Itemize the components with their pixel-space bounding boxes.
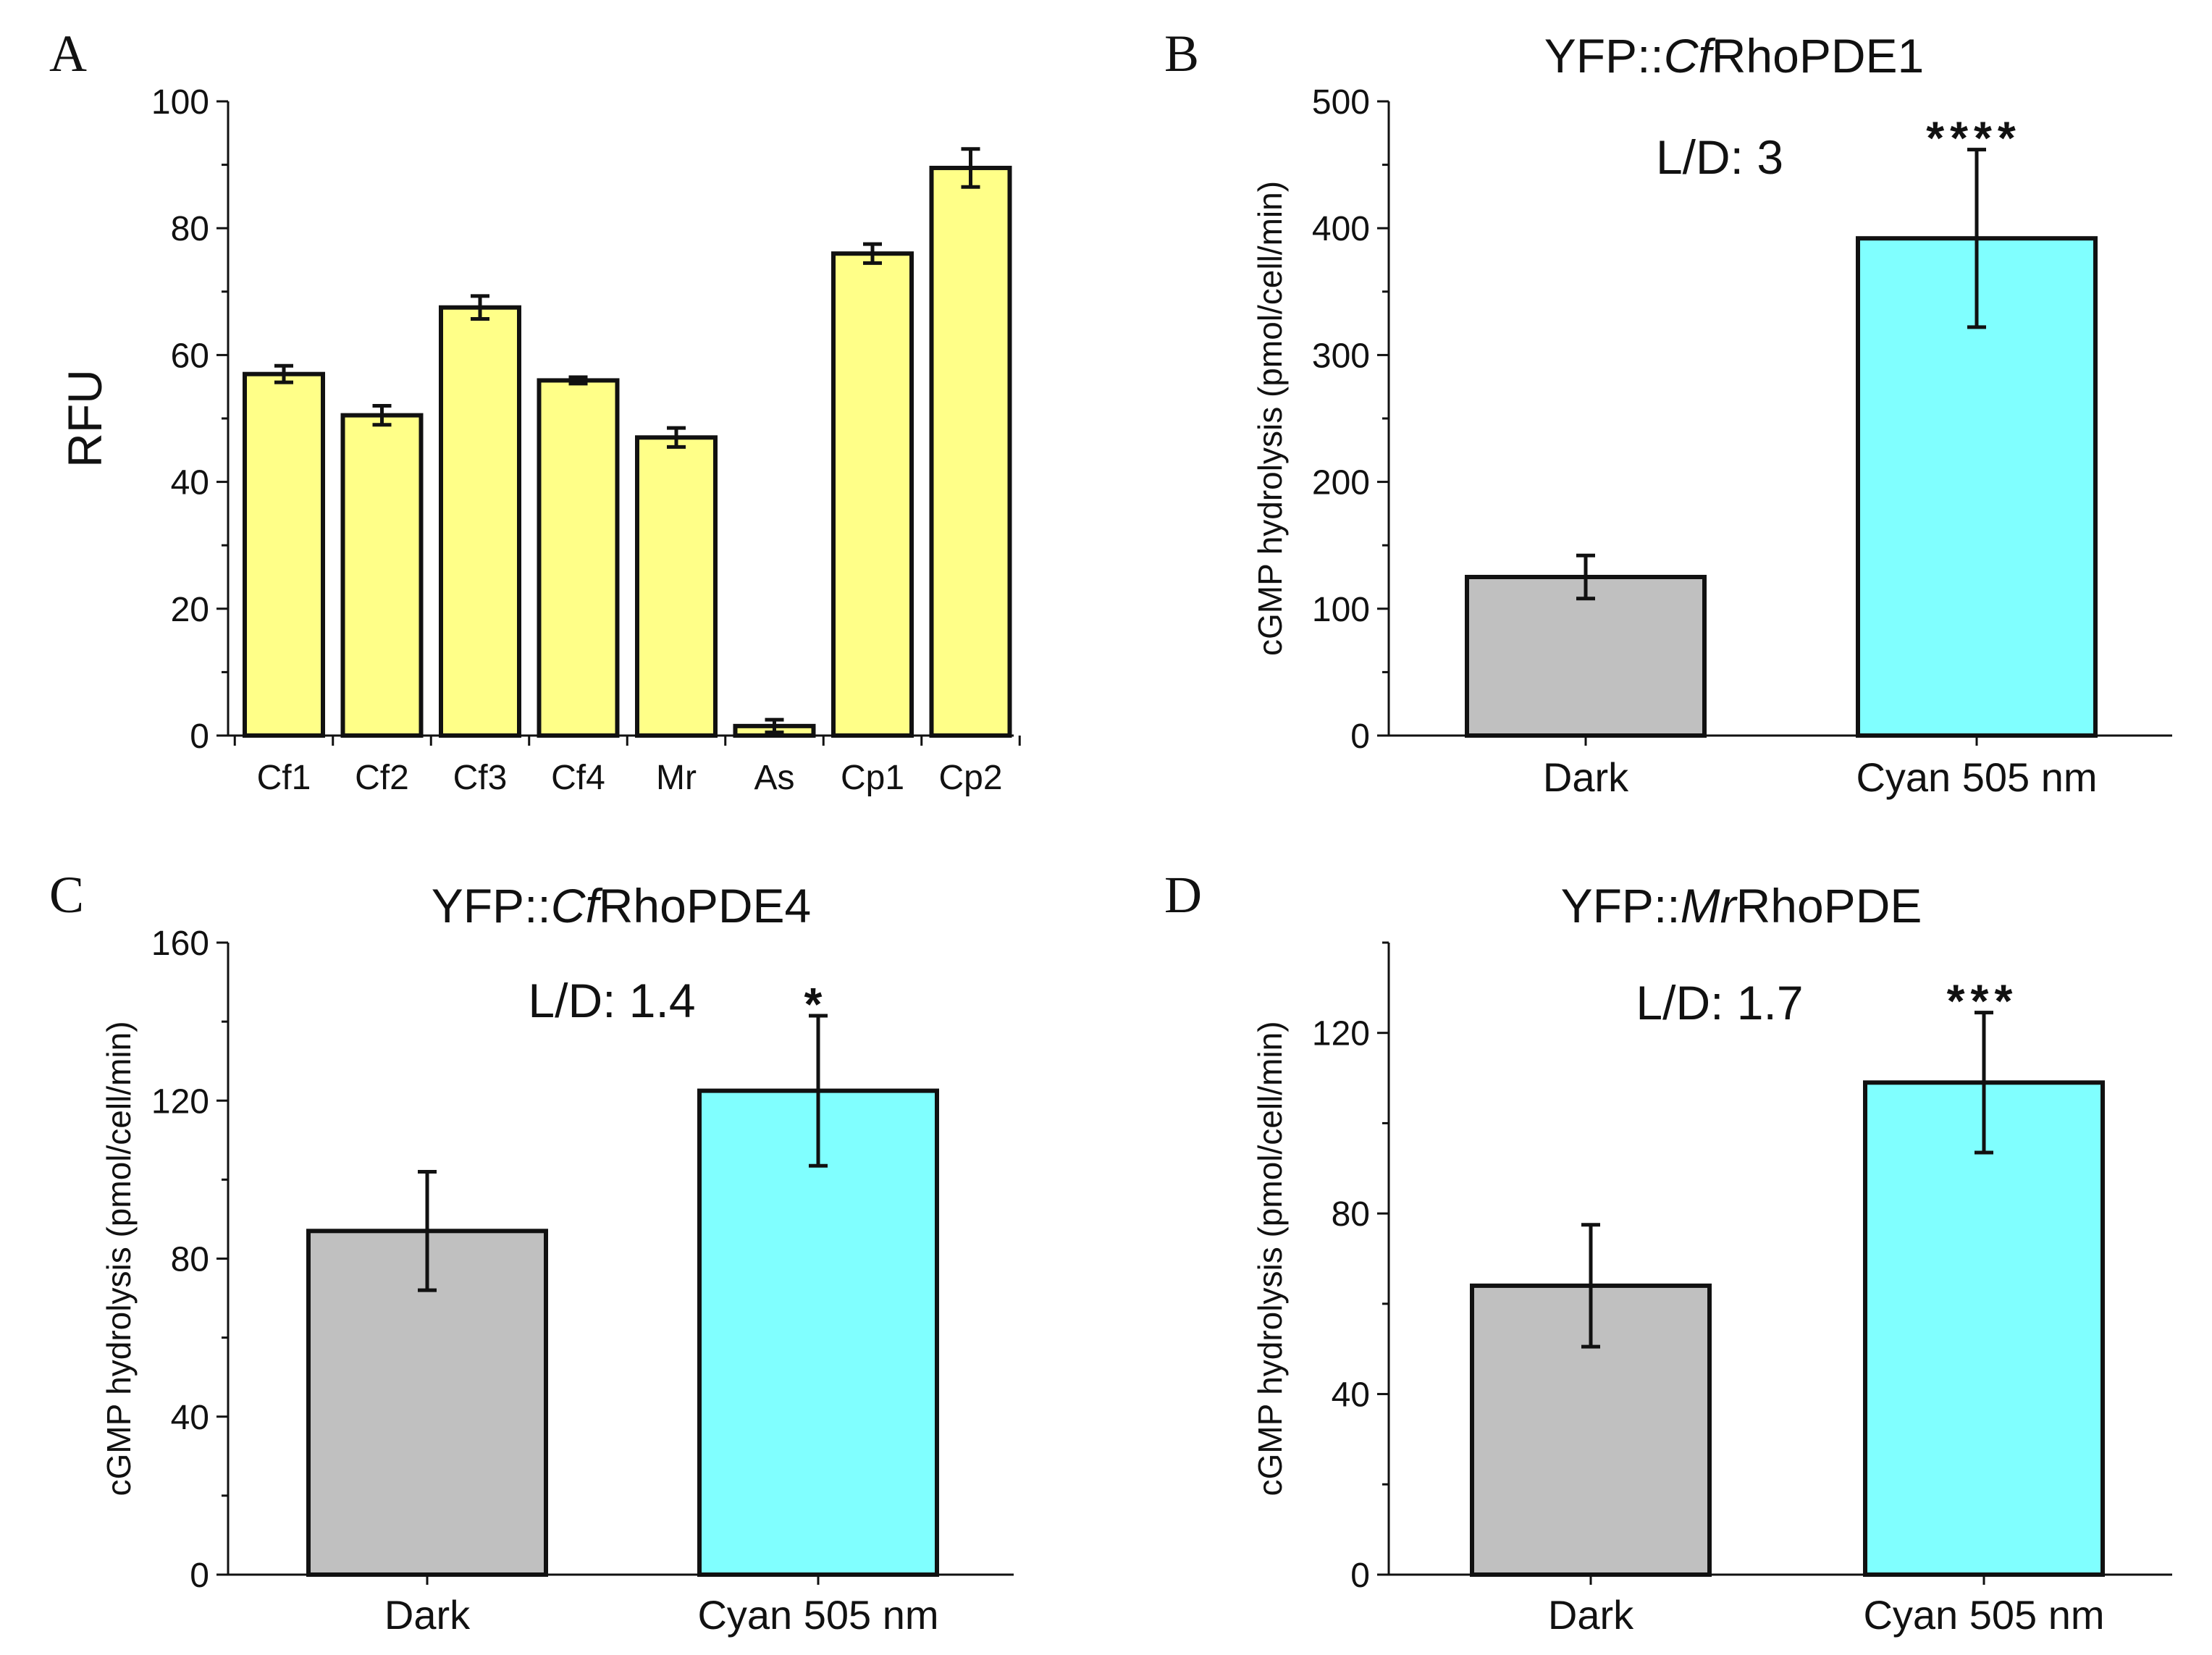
y-tick-label: 500 (1312, 83, 1370, 122)
x-category-label: Cf4 (551, 759, 605, 797)
panel-A: A 0 20 40 60 80 100 RFU Cf1 Cf2 Cf3 Cf4 Mr As Cp1 Cp2 (49, 25, 1021, 797)
y-tick-label: 100 (1312, 591, 1370, 629)
panel-B: B 0 100 200 300 400 500 cGMP hydrolysis (pmol/c… (1164, 25, 2172, 800)
bar-cf4 (537, 378, 620, 738)
y-tick-label: 40 (1332, 1376, 1370, 1415)
significance-stars: * (804, 978, 828, 1030)
panel-letter: C (49, 866, 84, 924)
x-category-label: Cp1 (841, 759, 904, 797)
chart-title: YFP::CfRhoPDE1 (1544, 29, 1925, 83)
x-category-label: Cyan 505 nm (1856, 754, 2097, 800)
x-category-label: Cp2 (938, 759, 1002, 797)
x-category-label: Dark (384, 1592, 471, 1638)
x-category-label: Cyan 505 nm (697, 1592, 938, 1638)
y-tick-label: 0 (1350, 1557, 1370, 1595)
panel-C: C 0 40 80 120 160 cGMP hydrolysis (pmol/cell/m… (49, 866, 1014, 1638)
bar-cf2 (340, 413, 424, 738)
ratio-label: L/D: 1.4 (528, 974, 695, 1027)
x-category-label: Mr (656, 759, 697, 797)
ratio-label: L/D: 3 (1656, 130, 1783, 184)
panel-letter: A (49, 25, 87, 83)
y-tick-label: 100 (151, 83, 209, 122)
bar-cf1 (243, 371, 325, 738)
panel-letter: B (1164, 25, 1199, 83)
bar-cf3 (439, 305, 521, 738)
y-tick-label: 120 (1312, 1015, 1370, 1053)
x-category-label: Dark (1543, 754, 1629, 800)
y-tick-label: 80 (171, 210, 209, 248)
chart-title: YFP::CfRhoPDE4 (432, 879, 812, 932)
significance-stars: *** (1947, 975, 2019, 1027)
bar-cp1 (831, 251, 914, 738)
y-tick-label: 0 (190, 1557, 209, 1595)
panel-letter: D (1164, 866, 1202, 924)
y-tick-label: 200 (1312, 464, 1370, 502)
y-tick-label: 120 (151, 1082, 209, 1121)
y-axis-title: cGMP hydrolysis (pmol/cell/min) (1251, 181, 1289, 656)
ratio-label: L/D: 1.7 (1636, 976, 1803, 1029)
y-axis-title: cGMP hydrolysis (pmol/cell/min) (100, 1021, 138, 1496)
y-axis-title: RFU (58, 369, 112, 468)
y-tick-label: 160 (151, 925, 209, 963)
y-axis-title: cGMP hydrolysis (pmol/cell/min) (1251, 1021, 1289, 1496)
x-category-label: Cf2 (355, 759, 409, 797)
x-category-label: Dark (1548, 1592, 1634, 1638)
significance-stars: **** (1926, 112, 2022, 164)
bar-cyan-505-nm (1863, 1080, 2105, 1577)
bar-cyan-505-nm (697, 1088, 939, 1577)
bar-cp2 (929, 165, 1012, 738)
x-category-label: Cf3 (453, 759, 508, 797)
y-tick-label: 40 (171, 1399, 209, 1437)
y-tick-label: 40 (171, 464, 209, 502)
y-tick-label: 60 (171, 337, 209, 375)
x-category-label: Cf1 (257, 759, 311, 797)
y-tick-label: 300 (1312, 337, 1370, 375)
y-tick-label: 80 (1332, 1195, 1370, 1234)
panel-D: D 0 40 80 120 cGMP hydrolysis (pmol/cell/min)… (1164, 866, 2172, 1638)
x-category-label: As (754, 759, 794, 797)
y-tick-label: 20 (171, 591, 209, 629)
y-tick-label: 0 (190, 717, 209, 756)
x-category-label: Cyan 505 nm (1863, 1592, 2104, 1638)
y-tick-label: 400 (1312, 210, 1370, 248)
bar-mr (635, 435, 718, 738)
y-tick-label: 0 (1350, 717, 1370, 756)
y-tick-label: 80 (171, 1241, 209, 1279)
chart-title: YFP::MrRhoPDE (1561, 879, 1922, 932)
bar-dark (1465, 575, 1707, 738)
